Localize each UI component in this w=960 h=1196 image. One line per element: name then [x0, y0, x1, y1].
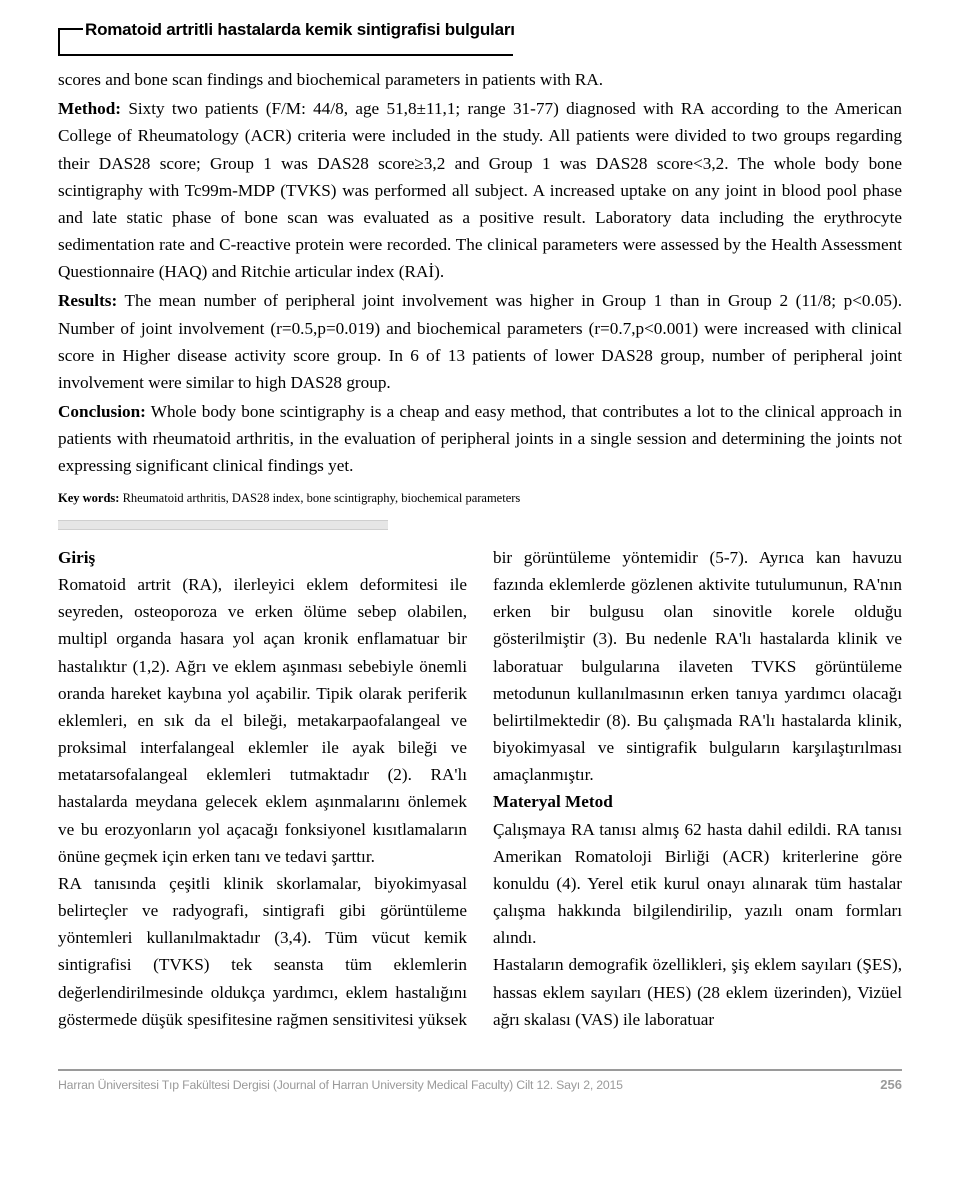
body-columns: Giriş Romatoid artrit (RA), ilerleyici e… — [58, 544, 902, 1033]
page-number: 256 — [880, 1077, 902, 1092]
footer-rule — [58, 1069, 902, 1071]
page-footer: Harran Üniversitesi Tıp Fakültesi Dergis… — [0, 1069, 960, 1110]
results-label: Results: — [58, 291, 117, 310]
conclusion-label: Conclusion: — [58, 402, 146, 421]
body-p1: Romatoid artrit (RA), ilerleyici eklem d… — [58, 575, 467, 866]
header-rule-left — [58, 28, 60, 56]
header-rule-bottom — [58, 54, 513, 56]
body-para-1: Giriş Romatoid artrit (RA), ilerleyici e… — [58, 544, 467, 870]
header-rule-frame: Romatoid artritli hastalarda kemik sinti… — [58, 28, 902, 56]
section-divider — [58, 520, 388, 530]
body-p3: Çalışmaya RA tanısı almış 62 hasta dahil… — [493, 820, 902, 948]
header-rule-top — [58, 28, 83, 30]
running-header-title: Romatoid artritli hastalarda kemik sinti… — [85, 20, 515, 40]
method-label: Method: — [58, 99, 121, 118]
journal-name: Harran Üniversitesi Tıp Fakültesi Dergis… — [58, 1078, 623, 1092]
body-p4: Hastaların demografik özellikleri, şiş e… — [493, 951, 902, 1033]
conclusion-text: Whole body bone scintigraphy is a cheap … — [58, 402, 902, 475]
body-para-3: Materyal Metod Çalışmaya RA tanısı almış… — [493, 788, 902, 951]
results-text: The mean number of peripheral joint invo… — [58, 291, 902, 392]
abstract-results: Results: The mean number of peripheral j… — [58, 287, 902, 396]
heading-giris: Giriş — [58, 548, 95, 567]
keywords-line: Key words: Rheumatoid arthritis, DAS28 i… — [58, 490, 902, 506]
abstract-block: scores and bone scan findings and bioche… — [58, 66, 902, 480]
heading-materyal: Materyal Metod — [493, 792, 613, 811]
keywords-text: Rheumatoid arthritis, DAS28 index, bone … — [119, 491, 520, 505]
abstract-method: Method: Sixty two patients (F/M: 44/8, a… — [58, 95, 902, 285]
method-text: Sixty two patients (F/M: 44/8, age 51,8±… — [58, 99, 902, 281]
keywords-label: Key words: — [58, 491, 119, 505]
abstract-conclusion: Conclusion: Whole body bone scintigraphy… — [58, 398, 902, 480]
abstract-intro: scores and bone scan findings and bioche… — [58, 66, 902, 93]
